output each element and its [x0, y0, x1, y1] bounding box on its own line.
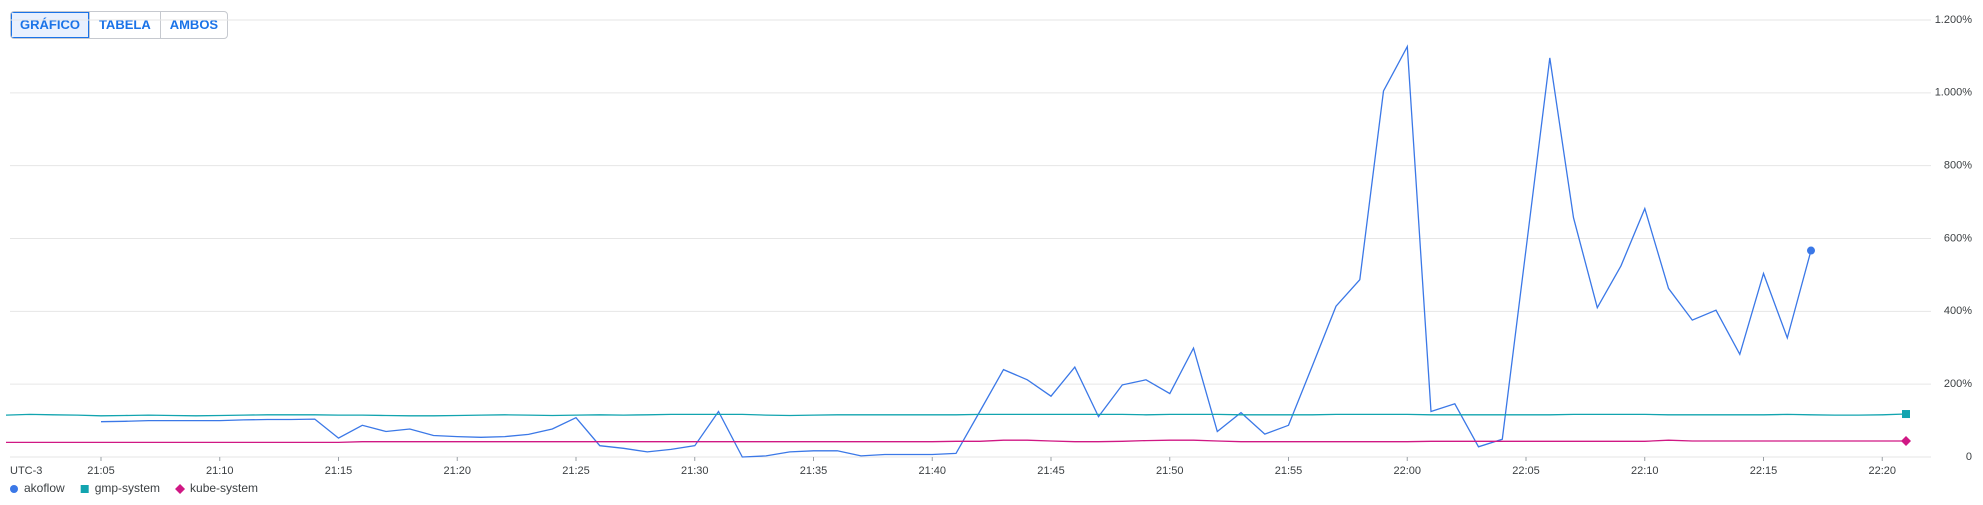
x-tick-label: 21:40: [918, 465, 946, 477]
series-line: [100, 44, 1812, 458]
y-tick-label: 600%: [1944, 232, 1972, 244]
legend-label: gmp-system: [95, 481, 160, 495]
legend-label: kube-system: [190, 481, 258, 495]
view-toggle: GRÁFICO TABELA AMBOS: [10, 11, 229, 39]
table-button[interactable]: TABELA: [88, 12, 160, 38]
x-tick-label: 22:05: [1512, 465, 1540, 477]
y-tick-label: 800%: [1944, 160, 1972, 172]
x-tick-label: 22:20: [1868, 465, 1896, 477]
both-button[interactable]: AMBOS: [159, 12, 227, 38]
series-line: [6, 439, 1906, 444]
x-tick-label: 21:55: [1275, 465, 1303, 477]
y-tick-label: 1.000%: [1935, 87, 1973, 99]
timezone-label: UTC-3: [10, 465, 42, 477]
end-marker: [1807, 246, 1815, 255]
legend-label: akoflow: [24, 481, 65, 495]
end-marker: [1902, 410, 1910, 419]
x-tick-label: 21:10: [206, 465, 234, 477]
series-line: [5, 413, 1907, 417]
y-tick-label: 400%: [1944, 305, 1972, 317]
legend-marker: [80, 485, 89, 493]
x-tick-label: 21:20: [443, 465, 471, 477]
chart-button[interactable]: GRÁFICO: [11, 12, 89, 38]
y-tick-label: 200%: [1944, 378, 1972, 390]
x-tick-label: 21:30: [681, 465, 709, 477]
x-tick-label: 21:45: [1037, 465, 1065, 477]
x-tick-label: 21:50: [1156, 465, 1184, 477]
x-tick-label: 21:15: [325, 465, 353, 477]
x-tick-label: 21:35: [800, 465, 828, 477]
x-tick-label: 22:15: [1750, 465, 1778, 477]
end-marker: [1901, 435, 1911, 446]
legend-marker: [175, 484, 186, 494]
x-tick-label: 22:00: [1393, 465, 1421, 477]
y-tick-label: 1.200%: [1935, 14, 1973, 26]
legend-marker: [10, 485, 18, 493]
x-tick-label: 22:10: [1631, 465, 1659, 477]
x-tick-label: 21:05: [87, 465, 115, 477]
x-tick-label: 21:25: [562, 465, 590, 477]
y-tick-label: 0: [1966, 451, 1972, 463]
